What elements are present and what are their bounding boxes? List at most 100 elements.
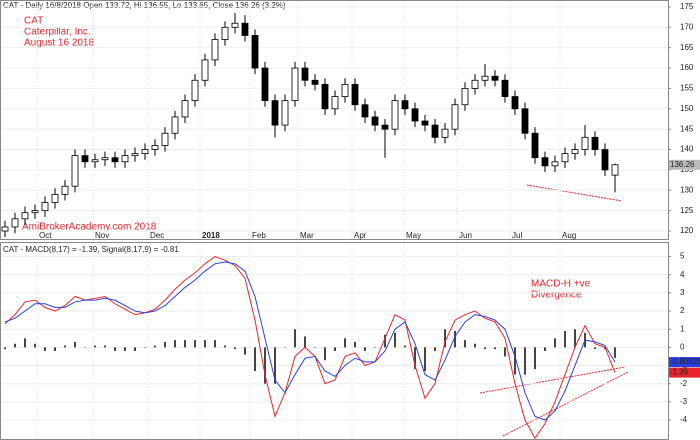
y-tick-label: -4 xyxy=(680,415,688,424)
candle-body xyxy=(1,226,9,232)
x-tick-label: May xyxy=(406,231,421,240)
candle-body xyxy=(521,108,529,134)
candle-body xyxy=(221,26,229,40)
histogram-bar xyxy=(254,347,256,371)
candle-body xyxy=(601,149,609,171)
chart-title: CAT xyxy=(24,16,43,27)
histogram-bar xyxy=(434,347,436,351)
histogram-bar xyxy=(354,341,356,348)
macd-panel xyxy=(0,242,669,440)
candle-body xyxy=(151,145,159,150)
histogram-bar xyxy=(494,347,496,350)
histogram-bar xyxy=(534,347,536,370)
histogram-bar xyxy=(174,340,176,348)
histogram-bar xyxy=(384,334,386,348)
last-value-label: 136.26 xyxy=(670,160,695,169)
candle-body xyxy=(551,161,559,167)
y-tick-label: 155 xyxy=(680,84,694,93)
histogram-bar xyxy=(264,347,266,384)
histogram-bar xyxy=(74,341,76,348)
histogram-bar xyxy=(64,345,66,348)
y-tick-label: 140 xyxy=(680,145,694,154)
y-tick-label: 120 xyxy=(680,226,694,235)
candle-body xyxy=(71,155,79,187)
histogram-bar xyxy=(374,347,376,348)
last-value-box xyxy=(669,367,700,378)
trend-line xyxy=(479,366,626,394)
histogram-bar xyxy=(4,347,6,350)
trend-line xyxy=(502,371,629,437)
candle-body xyxy=(541,157,549,167)
y-tick-label: -2 xyxy=(680,379,688,388)
candle-body xyxy=(31,210,39,214)
y-tick-label: 5 xyxy=(680,252,685,261)
candle-body xyxy=(131,153,139,157)
price-header: CAT - Daily 16/8/2018 Open 133.72, Hi 13… xyxy=(3,1,286,10)
x-tick-label: Nov xyxy=(95,231,109,240)
histogram-bar xyxy=(544,347,546,351)
histogram-bar xyxy=(124,347,126,351)
histogram-bar xyxy=(614,347,616,358)
histogram-bar xyxy=(284,347,286,348)
x-tick-label: Jun xyxy=(459,231,472,240)
y-tick-label: 150 xyxy=(680,104,694,113)
histogram-bar xyxy=(594,347,596,350)
histogram-bar xyxy=(454,331,456,348)
candle-body xyxy=(281,100,289,126)
histogram-bar xyxy=(34,343,36,348)
candle-body xyxy=(261,67,269,102)
histogram-bar xyxy=(314,347,316,348)
candle-body xyxy=(591,136,599,150)
candle-body xyxy=(241,22,249,36)
x-tick-label: Mar xyxy=(300,231,314,240)
histogram-bar xyxy=(144,347,146,348)
candle-body xyxy=(311,79,319,85)
candle-body xyxy=(171,116,179,134)
candle-body xyxy=(41,202,49,212)
histogram-bar xyxy=(204,340,206,348)
histogram-bar xyxy=(474,343,476,348)
candle-body xyxy=(481,75,489,81)
y-tick-label: 4 xyxy=(680,270,685,279)
histogram-bar xyxy=(444,329,446,348)
trend-line xyxy=(526,184,623,202)
histogram-bar xyxy=(164,341,166,348)
histogram-bar xyxy=(154,345,156,348)
candle-body xyxy=(61,185,69,195)
histogram-bar xyxy=(224,345,226,348)
candle-body xyxy=(511,96,519,110)
annotation: MACD-H +ve xyxy=(531,279,591,290)
candle-body xyxy=(331,96,339,110)
candle-body xyxy=(271,100,279,126)
candle-body xyxy=(301,67,309,81)
histogram-bar xyxy=(424,347,426,371)
candle-body xyxy=(161,132,169,146)
candle-body xyxy=(391,100,399,130)
candle-body xyxy=(251,35,259,69)
candle-body xyxy=(231,22,239,28)
candle-body xyxy=(21,212,29,220)
histogram-bar xyxy=(134,347,136,351)
y-tick-label: 175 xyxy=(680,2,694,11)
histogram-bar xyxy=(504,347,506,357)
macd-line xyxy=(4,261,616,421)
y-tick-label: 2 xyxy=(680,306,685,315)
histogram-bar xyxy=(294,329,296,348)
annotation: Divergence xyxy=(531,290,582,301)
x-tick-label: Oct xyxy=(39,231,52,240)
candle-body xyxy=(611,164,619,176)
x-tick-label: Apr xyxy=(354,231,367,240)
y-tick-label: 3 xyxy=(680,288,685,297)
candle-body xyxy=(81,155,89,163)
candle-body xyxy=(351,83,359,106)
last-value-box xyxy=(669,159,700,170)
last-value-label: -0.80828 xyxy=(670,357,700,366)
histogram-bar xyxy=(274,347,276,384)
histogram-bar xyxy=(94,345,96,348)
candle-body xyxy=(431,124,439,138)
histogram-bar xyxy=(24,338,26,348)
x-tick-label: Jul xyxy=(512,231,522,240)
candle-body xyxy=(201,59,209,81)
candle-body xyxy=(401,100,409,110)
